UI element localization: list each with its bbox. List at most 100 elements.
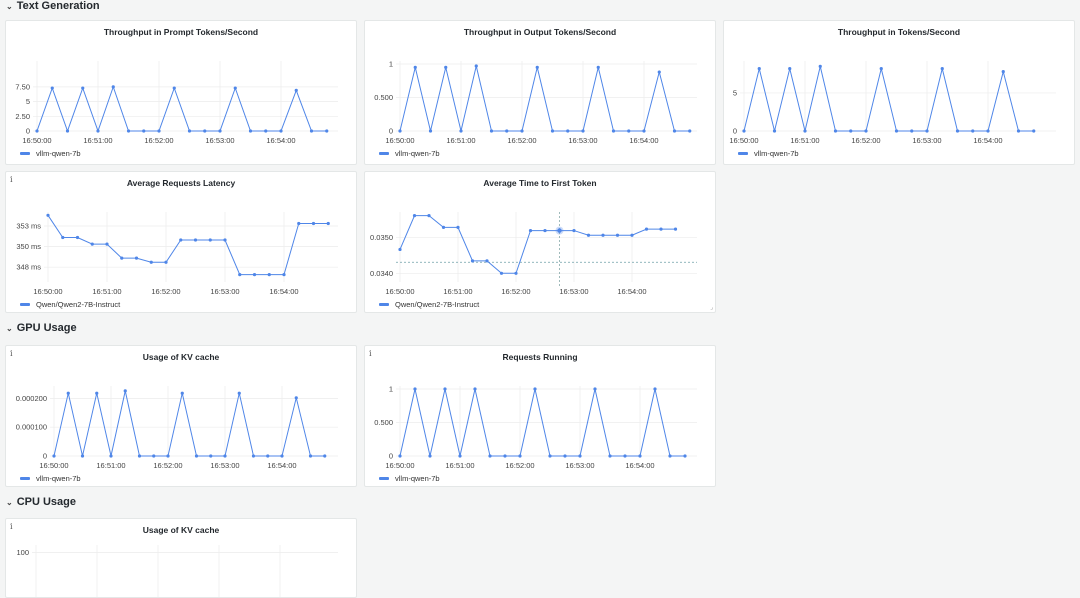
data-point[interactable]: [683, 454, 687, 458]
data-point[interactable]: [398, 454, 402, 458]
data-point[interactable]: [611, 129, 616, 133]
info-icon[interactable]: i: [10, 175, 13, 184]
data-point[interactable]: [137, 454, 142, 458]
data-point[interactable]: [653, 387, 657, 391]
data-point[interactable]: [413, 65, 417, 69]
data-point[interactable]: [126, 129, 131, 133]
data-point[interactable]: [894, 129, 899, 133]
data-point[interactable]: [194, 454, 199, 458]
data-point[interactable]: [505, 129, 509, 133]
data-point[interactable]: [187, 129, 192, 133]
row-text-generation[interactable]: ⌄ Text Generation: [6, 0, 100, 12]
data-point[interactable]: [412, 214, 417, 218]
data-point[interactable]: [864, 129, 868, 133]
data-point[interactable]: [772, 129, 777, 133]
data-point[interactable]: [849, 129, 853, 133]
data-point[interactable]: [615, 233, 620, 237]
data-point[interactable]: [499, 271, 504, 275]
data-point[interactable]: [279, 129, 283, 133]
data-point[interactable]: [398, 247, 402, 252]
data-point[interactable]: [518, 454, 522, 458]
data-point[interactable]: [66, 391, 70, 395]
data-point[interactable]: [413, 387, 417, 391]
data-point[interactable]: [237, 391, 241, 395]
data-point[interactable]: [427, 214, 431, 218]
data-point[interactable]: [488, 454, 492, 458]
data-point[interactable]: [109, 454, 113, 458]
data-point[interactable]: [608, 454, 612, 458]
data-point[interactable]: [120, 256, 124, 260]
data-point[interactable]: [208, 238, 212, 242]
data-point[interactable]: [81, 86, 85, 90]
data-point[interactable]: [548, 454, 552, 458]
data-point[interactable]: [218, 129, 222, 133]
data-point[interactable]: [623, 454, 627, 458]
data-point[interactable]: [642, 129, 646, 133]
chart-plot[interactable]: 100: [6, 519, 356, 597]
data-point[interactable]: [528, 228, 533, 233]
data-point[interactable]: [95, 391, 99, 395]
chart-plot[interactable]: 16:50:00 16:51:00 16:52:00 16:53:00 16:54:00…: [365, 172, 715, 312]
data-point[interactable]: [630, 233, 634, 237]
data-point[interactable]: [252, 272, 257, 277]
data-point[interactable]: [563, 454, 567, 458]
data-point[interactable]: [940, 67, 944, 71]
info-icon[interactable]: i: [10, 349, 13, 358]
data-point[interactable]: [428, 129, 433, 133]
data-point[interactable]: [308, 454, 313, 458]
data-point[interactable]: [157, 129, 161, 133]
data-point[interactable]: [986, 129, 990, 133]
data-point[interactable]: [297, 221, 301, 226]
data-point[interactable]: [657, 70, 661, 74]
row-gpu-usage[interactable]: ⌄ GPU Usage: [6, 322, 77, 334]
data-point[interactable]: [668, 454, 672, 458]
data-point[interactable]: [566, 129, 570, 133]
chart-plot[interactable]: 16:50:00 16:51:00 16:52:00 16:53:00 16:54:00…: [6, 21, 356, 164]
legend-item[interactable]: vllm-qwen-7b: [20, 474, 81, 483]
panel-cpu-kv-cache[interactable]: i Usage of KV cache 100: [5, 518, 357, 598]
data-point[interactable]: [50, 86, 54, 90]
resize-handle-icon[interactable]: ⌟: [710, 305, 713, 311]
data-point[interactable]: [111, 85, 115, 89]
data-point[interactable]: [266, 454, 270, 458]
data-point[interactable]: [311, 221, 316, 226]
data-point[interactable]: [179, 238, 183, 242]
legend-item[interactable]: Qwen/Qwen2-7B-Instruct: [379, 300, 479, 309]
data-point[interactable]: [1016, 129, 1021, 133]
chart-plot[interactable]: 16:50:00 16:51:00 16:52:00 16:53:00 16:54:00…: [6, 346, 356, 486]
data-point[interactable]: [1032, 129, 1036, 133]
data-point[interactable]: [280, 454, 284, 458]
data-point[interactable]: [52, 454, 56, 458]
data-point[interactable]: [325, 129, 329, 133]
data-point[interactable]: [142, 129, 146, 133]
data-point[interactable]: [659, 227, 663, 231]
legend-item[interactable]: vllm-qwen-7b: [379, 149, 440, 158]
data-point[interactable]: [309, 129, 314, 133]
data-point[interactable]: [550, 129, 555, 133]
data-point[interactable]: [398, 129, 402, 133]
panel-requests-running[interactable]: i Requests Running 16:50:00 16:51:00 16:52:0…: [364, 345, 716, 487]
data-point[interactable]: [223, 454, 227, 458]
data-point[interactable]: [90, 242, 94, 246]
data-point[interactable]: [593, 387, 597, 391]
data-point[interactable]: [294, 396, 298, 400]
data-point[interactable]: [264, 129, 268, 133]
data-point[interactable]: [134, 256, 139, 260]
data-point[interactable]: [470, 259, 475, 263]
panel-gpu-kv-cache[interactable]: i Usage of KV cache 16:50:00 16:51:00 16:52:…: [5, 345, 357, 487]
data-point[interactable]: [443, 387, 447, 391]
data-point[interactable]: [282, 272, 286, 277]
data-point[interactable]: [638, 454, 642, 458]
data-point[interactable]: [557, 228, 562, 233]
data-point[interactable]: [223, 238, 227, 242]
data-point[interactable]: [233, 86, 237, 90]
chart-plot[interactable]: 16:50:00 16:51:00 16:52:00 16:53:00 16:54:00…: [365, 346, 715, 486]
data-point[interactable]: [673, 227, 678, 231]
data-point[interactable]: [105, 242, 109, 246]
data-point[interactable]: [459, 129, 463, 133]
data-point[interactable]: [180, 391, 184, 395]
info-icon[interactable]: i: [369, 349, 372, 358]
data-point[interactable]: [535, 65, 539, 69]
panel-time-to-first-token[interactable]: ⌟ Average Time to First Token 16:50:00 16:5…: [364, 171, 716, 313]
data-point[interactable]: [833, 129, 838, 133]
